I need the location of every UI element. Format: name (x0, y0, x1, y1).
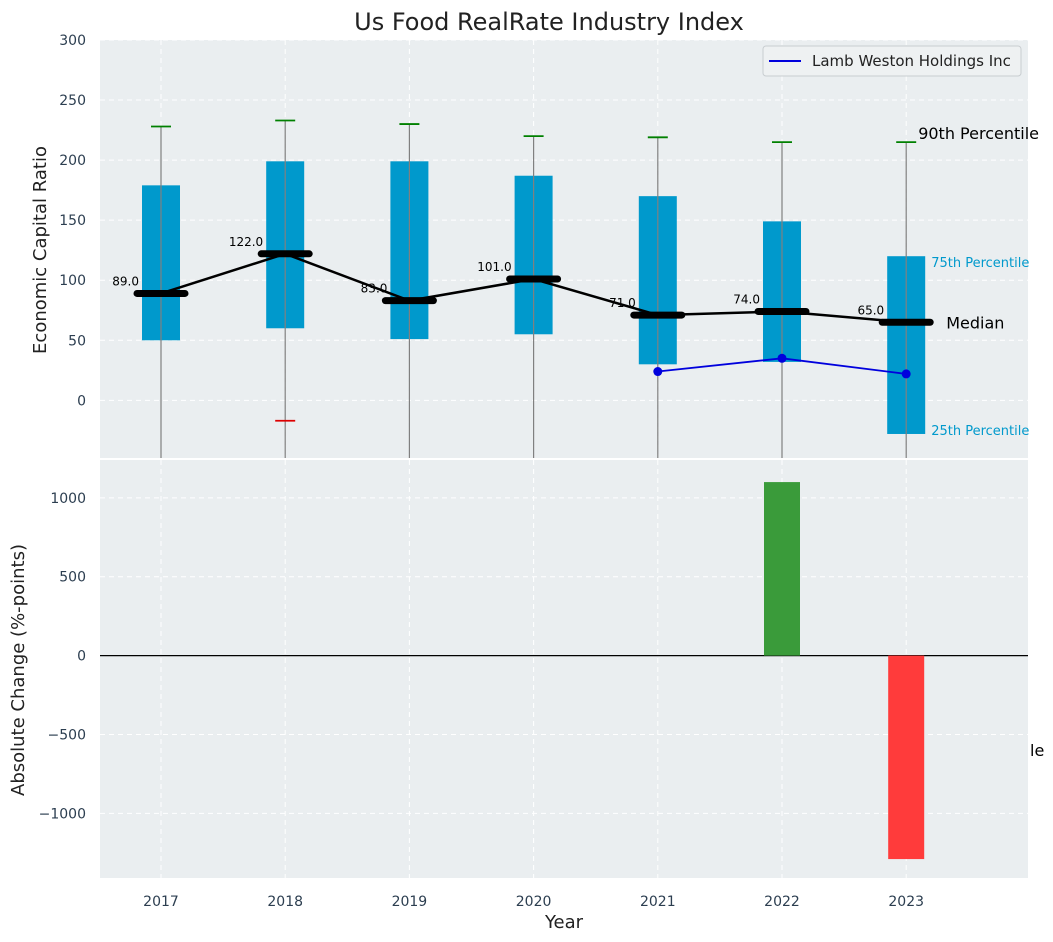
bottom-panel: −1000 −500 0 500 1000 2017 2018 2019 2020 2021 202… (39, 460, 1044, 910)
annotation-p25: 25th Percentile (931, 424, 1029, 439)
median-value-label-2020: 101.0 (477, 260, 511, 274)
legend: Lamb Weston Holdings Inc (762, 45, 1022, 77)
annotation-median: Median (946, 313, 1004, 332)
change-bar-2022 (764, 482, 800, 656)
top-y-axis-label: Economic Capital Ratio (30, 146, 51, 354)
top-y-tick-label: 100 (59, 273, 86, 289)
top-y-tick-label: 300 (59, 33, 86, 49)
top-plot-background (100, 40, 1028, 458)
bottom-y-tick-label: 0 (77, 649, 86, 665)
median-value-label-2018: 122.0 (229, 235, 263, 249)
x-tick-label-2021: 2021 (640, 894, 676, 910)
median-value-label-2021: 71.0 (609, 296, 636, 310)
x-tick-label-2023: 2023 (888, 894, 924, 910)
annotation-p75: 75th Percentile (931, 256, 1029, 271)
bottom-y-tick-label: −500 (48, 727, 86, 743)
annotation-p90: 90th Percentile (918, 124, 1039, 143)
x-tick-label-2017: 2017 (143, 894, 179, 910)
company-point-2021 (653, 367, 663, 377)
bottom-y-tick-label: 1000 (50, 491, 86, 507)
median-value-label-2022: 74.0 (733, 292, 760, 306)
legend-entry-lamb-weston: Lamb Weston Holdings Inc (812, 52, 1011, 70)
top-y-tick-label: 200 (59, 153, 86, 169)
top-panel: 0 50 100 150 200 250 300 89.0 122.0 83.0 101.0 71.0… (59, 33, 1039, 458)
company-point-2023 (901, 369, 911, 379)
top-y-tick-label: 0 (77, 393, 86, 409)
x-tick-label-2022: 2022 (764, 894, 800, 910)
company-point-2022 (777, 353, 787, 363)
bottom-y-tick-label: 500 (59, 570, 86, 586)
x-tick-label-2019: 2019 (392, 894, 428, 910)
x-tick-label-2018: 2018 (267, 894, 303, 910)
top-y-tick-label: 250 (59, 93, 86, 109)
median-value-label-2023: 65.0 (857, 303, 884, 317)
median-value-label-2017: 89.0 (112, 274, 139, 288)
bottom-plot-background (100, 460, 1028, 878)
bottom-y-tick-label: −1000 (39, 806, 86, 822)
x-axis-label: Year (544, 912, 584, 933)
legend-box (762, 45, 1022, 77)
chart-title: Us Food RealRate Industry Index (354, 8, 744, 36)
top-y-tick-label: 150 (59, 213, 86, 229)
bottom-y-axis-label: Absolute Change (%-points) (8, 544, 29, 796)
top-y-tick-label: 50 (68, 333, 86, 349)
annotation-clipped: le (1030, 741, 1044, 760)
x-tick-label-2020: 2020 (516, 894, 552, 910)
change-bar-2023 (888, 655, 925, 860)
median-value-label-2019: 83.0 (361, 282, 388, 296)
